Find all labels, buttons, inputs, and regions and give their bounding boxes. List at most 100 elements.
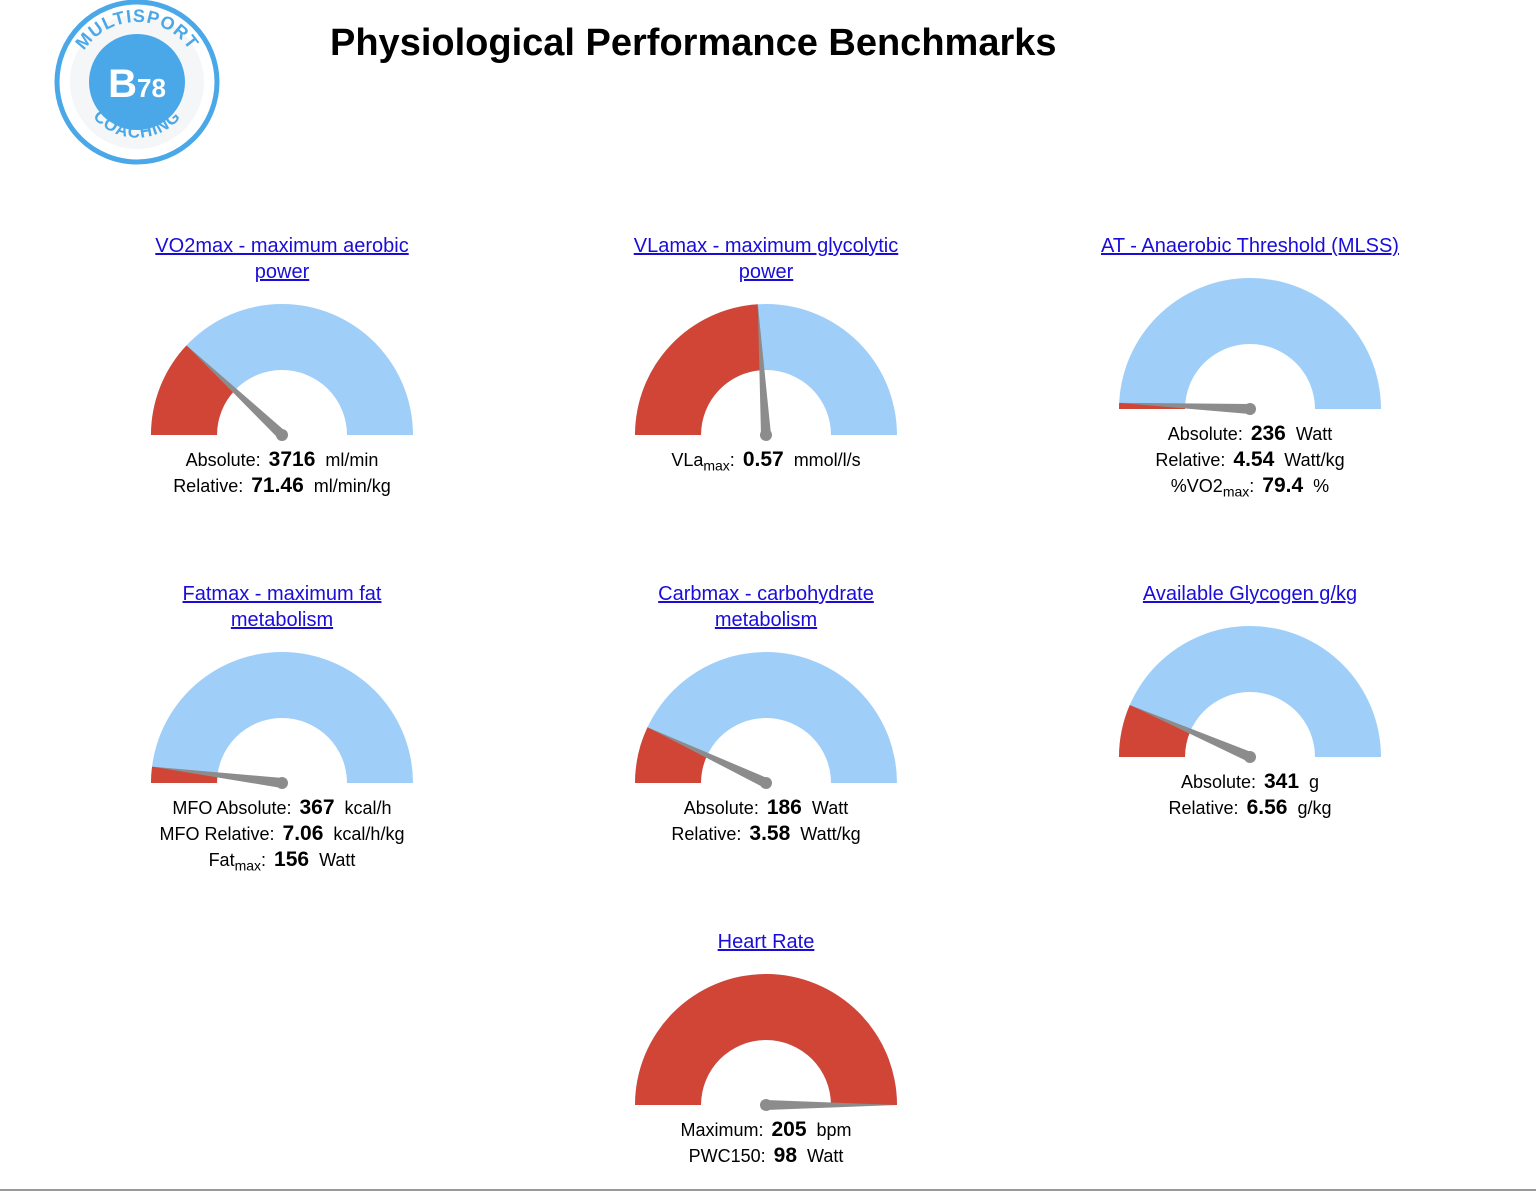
gauge-needle-hub [1244, 403, 1256, 415]
metric-value: 71.46 [251, 474, 304, 497]
gauge-carbmax [635, 652, 897, 789]
metric-unit: Watt [807, 1146, 844, 1166]
card-fatmax: Fatmax - maximum fat metabolism MFO Absol… [122, 581, 442, 879]
metric-value: 7.06 [282, 822, 324, 845]
card-vo2max: VO2max - maximum aerobic power Absolute: 3… [122, 233, 442, 499]
metric-unit: kcal/h/kg [333, 824, 405, 844]
metric-label: Relative: [671, 824, 742, 844]
gauge-needle [152, 766, 283, 788]
metric-value: 367 [299, 796, 335, 819]
metric-label: Fatmax: [208, 850, 267, 874]
metric-value: 3716 [268, 448, 316, 471]
metric-row: VLamax: 0.57 mmol/l/s [606, 447, 926, 479]
metrics-carbmax: Absolute: 186 Watt Relative: 3.58 Watt/kg [606, 795, 926, 847]
gauge-value-fill [635, 974, 897, 1105]
metric-label: Absolute: [683, 798, 759, 818]
metric-row: %VO2max: 79.4% [1090, 473, 1410, 505]
card-title-link-fatmax[interactable]: Fatmax - maximum fat metabolism [182, 583, 382, 631]
metric-row: Absolute: 3716 ml/min [122, 447, 442, 473]
gauge-track [1119, 278, 1381, 409]
metrics-vlamax: VLamax: 0.57 mmol/l/s [606, 447, 926, 479]
metric-unit: g/kg [1297, 798, 1332, 818]
card-title-link-vlamax[interactable]: VLamax - maximum glycolytic power [633, 235, 899, 283]
metric-label: MFO Relative: [159, 824, 275, 844]
card-heart-rate: Heart Rate Maximum: 205 bpm PWC150: 98 Watt [606, 929, 926, 1169]
metric-value: 236 [1250, 422, 1286, 445]
metrics-at: Absolute: 236 Watt Relative: 4.54 Watt/kg %VO2… [1090, 421, 1410, 505]
metric-value: 6.56 [1246, 796, 1288, 819]
bottom-divider [0, 1189, 1536, 1191]
metrics-available-glycogen-g-kg: Absolute: 341 g Relative: 6.56 g/kg [1090, 769, 1410, 821]
gauge-fatmax [151, 652, 413, 789]
metric-value: 98 [773, 1144, 798, 1167]
metric-value: 156 [274, 848, 310, 871]
card-title-link-vo2max[interactable]: VO2max - maximum aerobic power [155, 235, 409, 283]
metric-row: PWC150: 98 Watt [606, 1143, 926, 1169]
card-title-link-carbmax[interactable]: Carbmax - carbohydrate metabolism [658, 583, 874, 631]
metrics-fatmax: MFO Absolute: 367 kcal/h MFO Relative: 7.06 k… [122, 795, 442, 879]
metric-value: 3.58 [749, 822, 791, 845]
card-title-link-at[interactable]: AT - Anaerobic Threshold (MLSS) [1101, 235, 1399, 257]
gauge-value-fill [151, 766, 218, 783]
metric-label: Relative: [1168, 798, 1239, 818]
logo-center-disc [89, 34, 185, 130]
gauge-needle-hub [760, 1099, 772, 1111]
metric-row: Absolute: 341 g [1090, 769, 1410, 795]
metric-row: Relative: 4.54 Watt/kg [1090, 447, 1410, 473]
metric-unit: Watt [319, 850, 356, 870]
gauge-needle [647, 727, 769, 788]
metric-unit: ml/min/kg [313, 476, 391, 496]
metric-label: Maximum: [680, 1120, 764, 1140]
metric-value: 4.54 [1233, 448, 1275, 471]
metric-row: Absolute: 236 Watt [1090, 421, 1410, 447]
card-title-link-heart-rate[interactable]: Heart Rate [717, 931, 815, 953]
metric-row: Relative: 71.46 ml/min/kg [122, 473, 442, 499]
gauge-value-fill [1119, 704, 1191, 757]
gauge-available-glycogen-g-kg [1119, 626, 1381, 763]
metric-label: Absolute: [1180, 772, 1256, 792]
gauge-needle-hub [760, 429, 772, 441]
logo-center-text: B78 [108, 62, 166, 106]
metric-value: 186 [766, 796, 802, 819]
metric-row: Maximum: 205 bpm [606, 1117, 926, 1143]
metric-unit: ml/min [325, 450, 379, 470]
metric-label: VLamax: [671, 450, 735, 474]
metric-unit: mmol/l/s [793, 450, 861, 470]
metric-unit: Watt [811, 798, 849, 818]
metric-row: Absolute: 186 Watt [606, 795, 926, 821]
gauge-needle [766, 1100, 897, 1110]
metric-value: 79.4 [1262, 474, 1304, 497]
metric-unit: Watt/kg [1284, 450, 1345, 470]
gauge-value-fill [635, 727, 708, 783]
gauge-vlamax [635, 304, 897, 441]
gauge-value-fill [1119, 402, 1186, 409]
gauge-value-fill [151, 345, 235, 435]
page-title: Physiological Performance Benchmarks [330, 22, 1057, 64]
metric-value: 0.57 [742, 448, 784, 471]
gauge-needle [186, 345, 286, 439]
metric-unit: bpm [816, 1120, 852, 1140]
card-vlamax: VLamax - maximum glycolytic power VLamax:… [606, 233, 926, 479]
gauge-track [1119, 626, 1381, 757]
metric-label: Relative: [1155, 450, 1226, 470]
gauge-needle-hub [1244, 751, 1256, 763]
card-available-glycogen-g-kg: Available Glycogen g/kg Absolute: 341 g Rela… [1090, 581, 1410, 821]
gauge-value-fill [635, 304, 762, 435]
metric-unit: g [1309, 772, 1320, 792]
metric-label: MFO Absolute: [172, 798, 292, 818]
metric-unit: Watt/kg [800, 824, 861, 844]
gauge-track [151, 652, 413, 783]
gauge-needle [1119, 402, 1251, 414]
metric-label: %VO2max: [1170, 476, 1255, 500]
metric-label: Absolute: [1167, 424, 1243, 444]
metrics-heart-rate: Maximum: 205 bpm PWC150: 98 Watt [606, 1117, 926, 1169]
metric-label: Absolute: [185, 450, 261, 470]
gauge-vo2max [151, 304, 413, 441]
gauge-needle-hub [276, 429, 288, 441]
metric-unit: Watt [1295, 424, 1333, 444]
multisport-coaching-logo: MULTISPORT COACHING B78 [54, 0, 220, 165]
metric-row: MFO Relative: 7.06 kcal/h/kg [122, 821, 442, 847]
card-title-link-available-glycogen-g-kg[interactable]: Available Glycogen g/kg [1142, 583, 1358, 605]
metric-row: Fatmax: 156 Watt [122, 847, 442, 879]
metric-row: Relative: 3.58 Watt/kg [606, 821, 926, 847]
